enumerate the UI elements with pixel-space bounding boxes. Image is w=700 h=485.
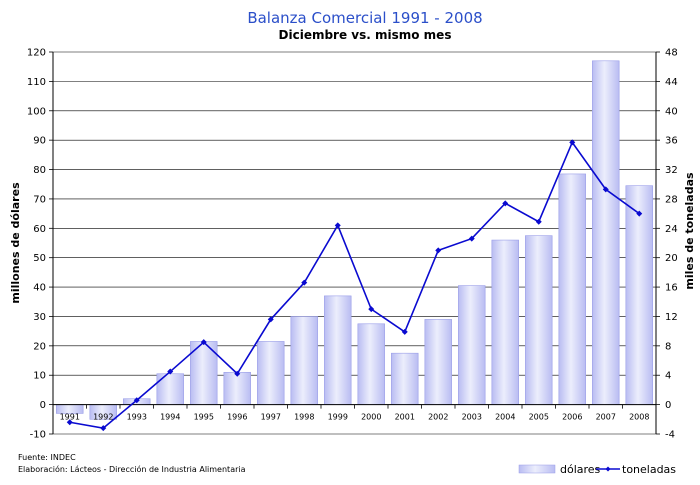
x-tick-label: 1991 (60, 413, 80, 422)
line-point (167, 368, 174, 375)
y-tick-label: 40 (33, 283, 46, 294)
y2-tick-label: 12 (665, 312, 678, 323)
y2-tick-label: 24 (665, 224, 678, 235)
line-point (200, 339, 207, 346)
x-tick-label: 1995 (194, 413, 214, 422)
y-tick-label: 90 (33, 136, 46, 147)
y2-tick-label: 0 (665, 400, 671, 411)
bar (491, 239, 519, 405)
chart-subtitle: Diciembre vs. mismo mes (279, 28, 452, 42)
bar (156, 373, 184, 405)
x-tick-label: 1997 (261, 413, 281, 422)
y2-tick-label: 28 (665, 194, 678, 205)
line-series (66, 139, 643, 432)
bar (625, 185, 653, 405)
x-tick-label: 2001 (395, 413, 415, 422)
y-tick-label: 100 (27, 106, 46, 117)
y2-tick-label: 40 (665, 106, 678, 117)
legend-bar-label: dólares (560, 463, 601, 476)
y-tick-label: 50 (33, 253, 46, 264)
x-tick-label: 2002 (428, 413, 448, 422)
x-tick-label: 1993 (127, 413, 147, 422)
y-tick-label: -10 (30, 430, 46, 441)
y-tick-label: 110 (27, 77, 46, 88)
y2-tick-label: 32 (665, 165, 678, 176)
gridlines (53, 51, 656, 435)
y2-tick-label: 16 (665, 283, 678, 294)
line-point (401, 328, 408, 335)
bar (223, 371, 251, 405)
x-tick-label: 1999 (328, 413, 348, 422)
line-point (267, 316, 274, 323)
bar (525, 235, 553, 405)
x-tick-label: 1996 (227, 413, 247, 422)
y2-tick-label: 36 (665, 136, 678, 147)
y-tick-label: 60 (33, 224, 46, 235)
line-point (100, 425, 107, 432)
y2-tick-label: 4 (665, 371, 671, 382)
bar (391, 352, 419, 405)
x-tick-label: 2004 (495, 413, 515, 422)
y-tick-label: 70 (33, 194, 46, 205)
bar (458, 285, 486, 405)
line-point (301, 279, 308, 286)
x-axis-ticks: 1991 1992 1993 1994 1995 1996 1997 1998 1999 2000… (60, 413, 650, 422)
left-axis-ticks: -10 0 10 20 30 40 50 60 70 80 90 100 110 120 (27, 48, 46, 441)
y-tick-label: 20 (33, 341, 46, 352)
legend-line-label: toneladas (622, 463, 676, 476)
x-tick-label: 2007 (596, 413, 616, 422)
y-tick-label: 10 (33, 371, 46, 382)
y2-tick-label: 20 (665, 253, 678, 264)
bar (592, 60, 620, 405)
line-point (435, 247, 442, 254)
y-tick-label: 80 (33, 165, 46, 176)
y-axis-label: millones de dólares (9, 182, 22, 304)
source-note: Fuente: INDEC (18, 453, 76, 462)
bar (290, 316, 318, 405)
bar (424, 319, 452, 405)
line-point (535, 218, 542, 225)
legend-line-marker (605, 466, 611, 472)
y2-tick-label: -4 (665, 430, 675, 441)
legend-bar-swatch (518, 464, 556, 474)
line-point (602, 186, 609, 193)
line-point (502, 200, 509, 207)
line-point (334, 222, 341, 229)
x-tick-label: 2003 (462, 413, 482, 422)
axes (49, 51, 660, 435)
y2-tick-label: 48 (665, 48, 678, 59)
bar (558, 173, 586, 405)
bar (357, 323, 385, 405)
y-tick-label: 30 (33, 312, 46, 323)
line-point (636, 210, 643, 217)
elaboration-note: Elaboración: Lácteos - Dirección de Indu… (18, 464, 246, 474)
y-tick-label: 0 (40, 400, 46, 411)
line-point (66, 419, 73, 426)
x-tick-label: 1998 (294, 413, 314, 422)
line-point (468, 235, 475, 242)
y2-tick-label: 8 (665, 341, 671, 352)
line-point (234, 370, 241, 377)
x-tick-label: 2008 (629, 413, 649, 422)
x-tick-label: 2005 (529, 413, 549, 422)
bar (324, 295, 352, 405)
y2-tick-label: 44 (665, 77, 678, 88)
y-tick-label: 120 (27, 48, 46, 59)
legend: dólares toneladas (518, 463, 676, 476)
toneladas-line (69, 140, 640, 429)
bar (257, 341, 285, 405)
bar-series (56, 60, 653, 420)
line-point (368, 306, 375, 313)
x-tick-label: 2000 (361, 413, 381, 422)
line-point (569, 139, 576, 146)
y2-axis-label: miles de toneladas (683, 172, 696, 290)
x-tick-label: 1994 (160, 413, 180, 422)
chart-title: Balanza Comercial 1991 - 2008 (247, 9, 482, 27)
x-tick-label: 2006 (562, 413, 582, 422)
line-point (133, 397, 140, 404)
x-tick-label: 1992 (93, 413, 113, 422)
